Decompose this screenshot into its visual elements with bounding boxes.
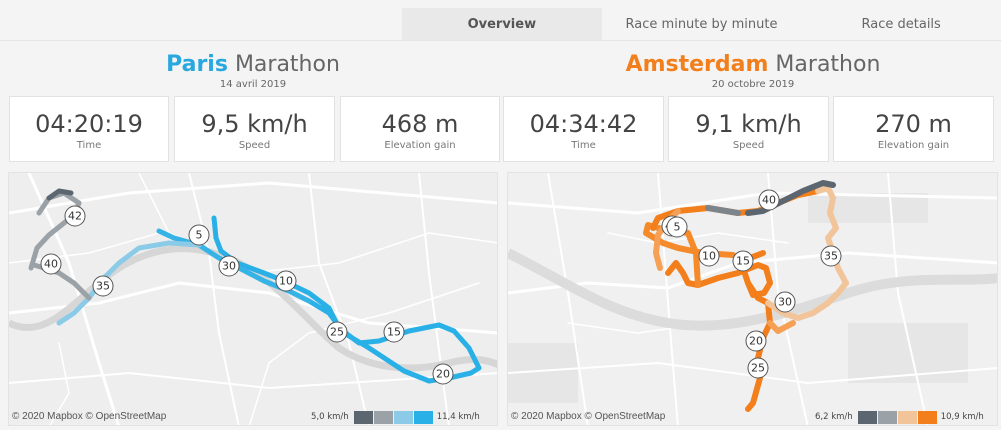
legend-swatch <box>917 410 937 424</box>
tab-divider <box>0 40 1001 41</box>
legend-swatch <box>857 410 877 424</box>
km-marker-label: 15 <box>736 255 750 268</box>
km-marker-20[interactable]: 20 <box>745 330 767 352</box>
race-city: Amsterdam <box>625 52 769 77</box>
amsterdam-markers: 42 5 10 15 20 25 30 35 40 <box>661 189 842 379</box>
km-marker-10[interactable]: 10 <box>698 245 720 267</box>
km-marker-label: 30 <box>222 260 236 273</box>
km-marker-25[interactable]: 25 <box>747 357 769 379</box>
speed-legend: 6,2 km/h 10,9 km/h <box>815 408 984 426</box>
stat-value: 04:20:19 <box>35 110 143 138</box>
tab-race-minute-by-minute[interactable]: Race minute by minute <box>625 16 778 32</box>
stat-elevation-gain: 270 m Elevation gain <box>833 96 994 162</box>
stat-value: 04:34:42 <box>529 110 638 138</box>
race-title-suffix: Marathon <box>768 52 881 77</box>
race-date: 20 octobre 2019 <box>711 79 795 90</box>
km-marker-40[interactable]: 40 <box>40 253 62 275</box>
km-marker-label: 5 <box>674 221 681 234</box>
km-marker-30[interactable]: 30 <box>218 255 240 277</box>
km-marker-label: 15 <box>387 326 401 339</box>
legend-min: 6,2 km/h <box>815 412 853 422</box>
race-header-amsterdam: Amsterdam Marathon 20 octobre 2019 <box>508 52 998 90</box>
map-canvas[interactable] <box>9 173 498 426</box>
tab-overview[interactable]: Overview <box>402 8 602 40</box>
tab-bar: Overview Race minute by minute Race deta… <box>402 8 1001 40</box>
km-marker-15[interactable]: 15 <box>732 250 754 272</box>
km-marker-label: 35 <box>96 280 110 293</box>
stat-label: Elevation gain <box>384 140 456 151</box>
km-marker-label: 25 <box>330 326 344 339</box>
km-marker-15[interactable]: 15 <box>383 321 405 343</box>
stat-label: Speed <box>732 140 765 151</box>
km-marker-25[interactable]: 25 <box>326 321 348 343</box>
legend-swatch <box>393 410 413 424</box>
stat-label: Time <box>571 140 596 151</box>
km-marker-label: 25 <box>751 362 765 375</box>
stat-time: 04:20:19 Time <box>9 96 169 162</box>
km-marker-5[interactable]: 5 <box>188 224 210 246</box>
stat-speed: 9,1 km/h Speed <box>668 96 829 162</box>
stat-label: Speed <box>238 140 271 151</box>
legend-swatch <box>373 410 393 424</box>
km-marker-label: 40 <box>44 258 58 271</box>
legend-swatch <box>413 410 433 424</box>
tab-race-details[interactable]: Race details <box>861 16 941 32</box>
race-title-suffix: Marathon <box>227 52 340 77</box>
km-marker-42[interactable]: 42 <box>64 205 86 227</box>
stat-speed: 9,5 km/h Speed <box>174 96 335 162</box>
km-marker-5[interactable]: 5 <box>666 216 688 238</box>
stat-label: Time <box>76 140 102 151</box>
legend-min: 5,0 km/h <box>311 412 349 422</box>
legend-max: 11,4 km/h <box>436 412 480 422</box>
km-marker-35[interactable]: 35 <box>820 245 842 267</box>
km-marker-label: 10 <box>279 275 293 288</box>
km-marker-label: 42 <box>68 210 82 223</box>
race-date: 14 avril 2019 <box>219 79 287 90</box>
paris-markers: 5 10 15 20 25 30 35 40 42 <box>40 205 454 385</box>
stat-value: 270 m <box>875 110 952 138</box>
km-marker-label: 35 <box>824 250 838 263</box>
race-title: Amsterdam Marathon <box>508 52 998 78</box>
km-marker-40[interactable]: 40 <box>758 189 780 211</box>
race-title: Paris Marathon <box>8 52 498 78</box>
legend-max: 10,9 km/h <box>940 412 984 422</box>
stat-time: 04:34:42 Time <box>503 96 664 162</box>
km-marker-label: 30 <box>778 296 792 309</box>
km-marker-label: 40 <box>762 194 776 207</box>
km-marker-20[interactable]: 20 <box>432 363 454 385</box>
stat-elevation-gain: 468 m Elevation gain <box>340 96 500 162</box>
km-marker-label: 5 <box>196 229 203 242</box>
stat-value: 9,1 km/h <box>695 110 802 138</box>
race-city: Paris <box>166 52 228 77</box>
km-marker-10[interactable]: 10 <box>275 270 297 292</box>
stat-value: 9,5 km/h <box>201 110 308 138</box>
km-marker-label: 20 <box>749 335 763 348</box>
legend-swatch <box>877 410 897 424</box>
km-marker-30[interactable]: 30 <box>774 291 796 313</box>
race-header-paris: Paris Marathon 14 avril 2019 <box>8 52 498 90</box>
stat-label: Elevation gain <box>877 140 950 151</box>
km-marker-label: 10 <box>702 250 716 263</box>
speed-legend: 5,0 km/h 11,4 km/h <box>311 408 480 426</box>
map-paris[interactable] <box>8 172 498 426</box>
map-attribution[interactable]: © 2020 Mapbox © OpenStreetMap <box>511 411 666 422</box>
stat-value: 468 m <box>381 110 459 138</box>
km-marker-35[interactable]: 35 <box>92 275 114 297</box>
km-marker-label: 20 <box>436 368 450 381</box>
map-attribution[interactable]: © 2020 Mapbox © OpenStreetMap <box>12 411 167 422</box>
legend-swatch <box>897 410 917 424</box>
legend-swatch <box>353 410 373 424</box>
